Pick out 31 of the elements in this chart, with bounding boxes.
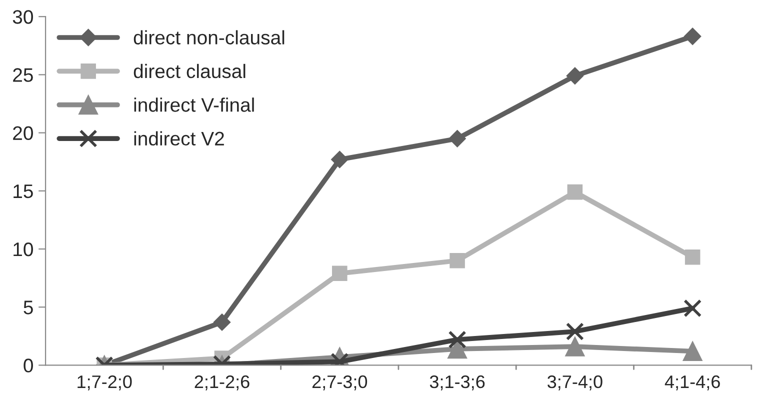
point (566, 67, 584, 84)
x-tick-label: 4;1-4;6 (664, 375, 720, 390)
point (450, 252, 465, 268)
point (213, 314, 231, 331)
x-tick-label: 1;7-2;0 (78, 375, 132, 390)
point (566, 322, 584, 341)
point (448, 130, 466, 148)
x-tick-label: 2;7-3;0 (312, 375, 368, 390)
y-tick-label: 10 (14, 242, 33, 256)
y-tick-label: 30 (12, 10, 33, 24)
legend-label: indirect V-final (134, 98, 254, 112)
point (684, 299, 702, 318)
point (567, 184, 583, 200)
point (332, 266, 348, 282)
y-tick-label: 20 (13, 126, 33, 140)
y-tick-label: 15 (14, 184, 33, 198)
point (684, 28, 702, 45)
x-tick-label: 3;7-4;0 (548, 375, 602, 390)
x-tick-label: 2;1-2;6 (194, 375, 250, 390)
y-tick-label: 5 (24, 300, 33, 314)
point (684, 249, 700, 265)
point (682, 342, 702, 361)
y-tick-label: 25 (13, 68, 33, 82)
legend-label: direct non-clausal (134, 30, 284, 44)
x-tick-label: 3;1-3;6 (430, 375, 485, 390)
legend-label: direct clausal (134, 64, 246, 78)
point (565, 336, 585, 356)
point (331, 150, 348, 168)
legend-label: indirect V2 (134, 131, 224, 146)
y-tick-label: 0 (24, 358, 33, 372)
point (448, 330, 466, 349)
